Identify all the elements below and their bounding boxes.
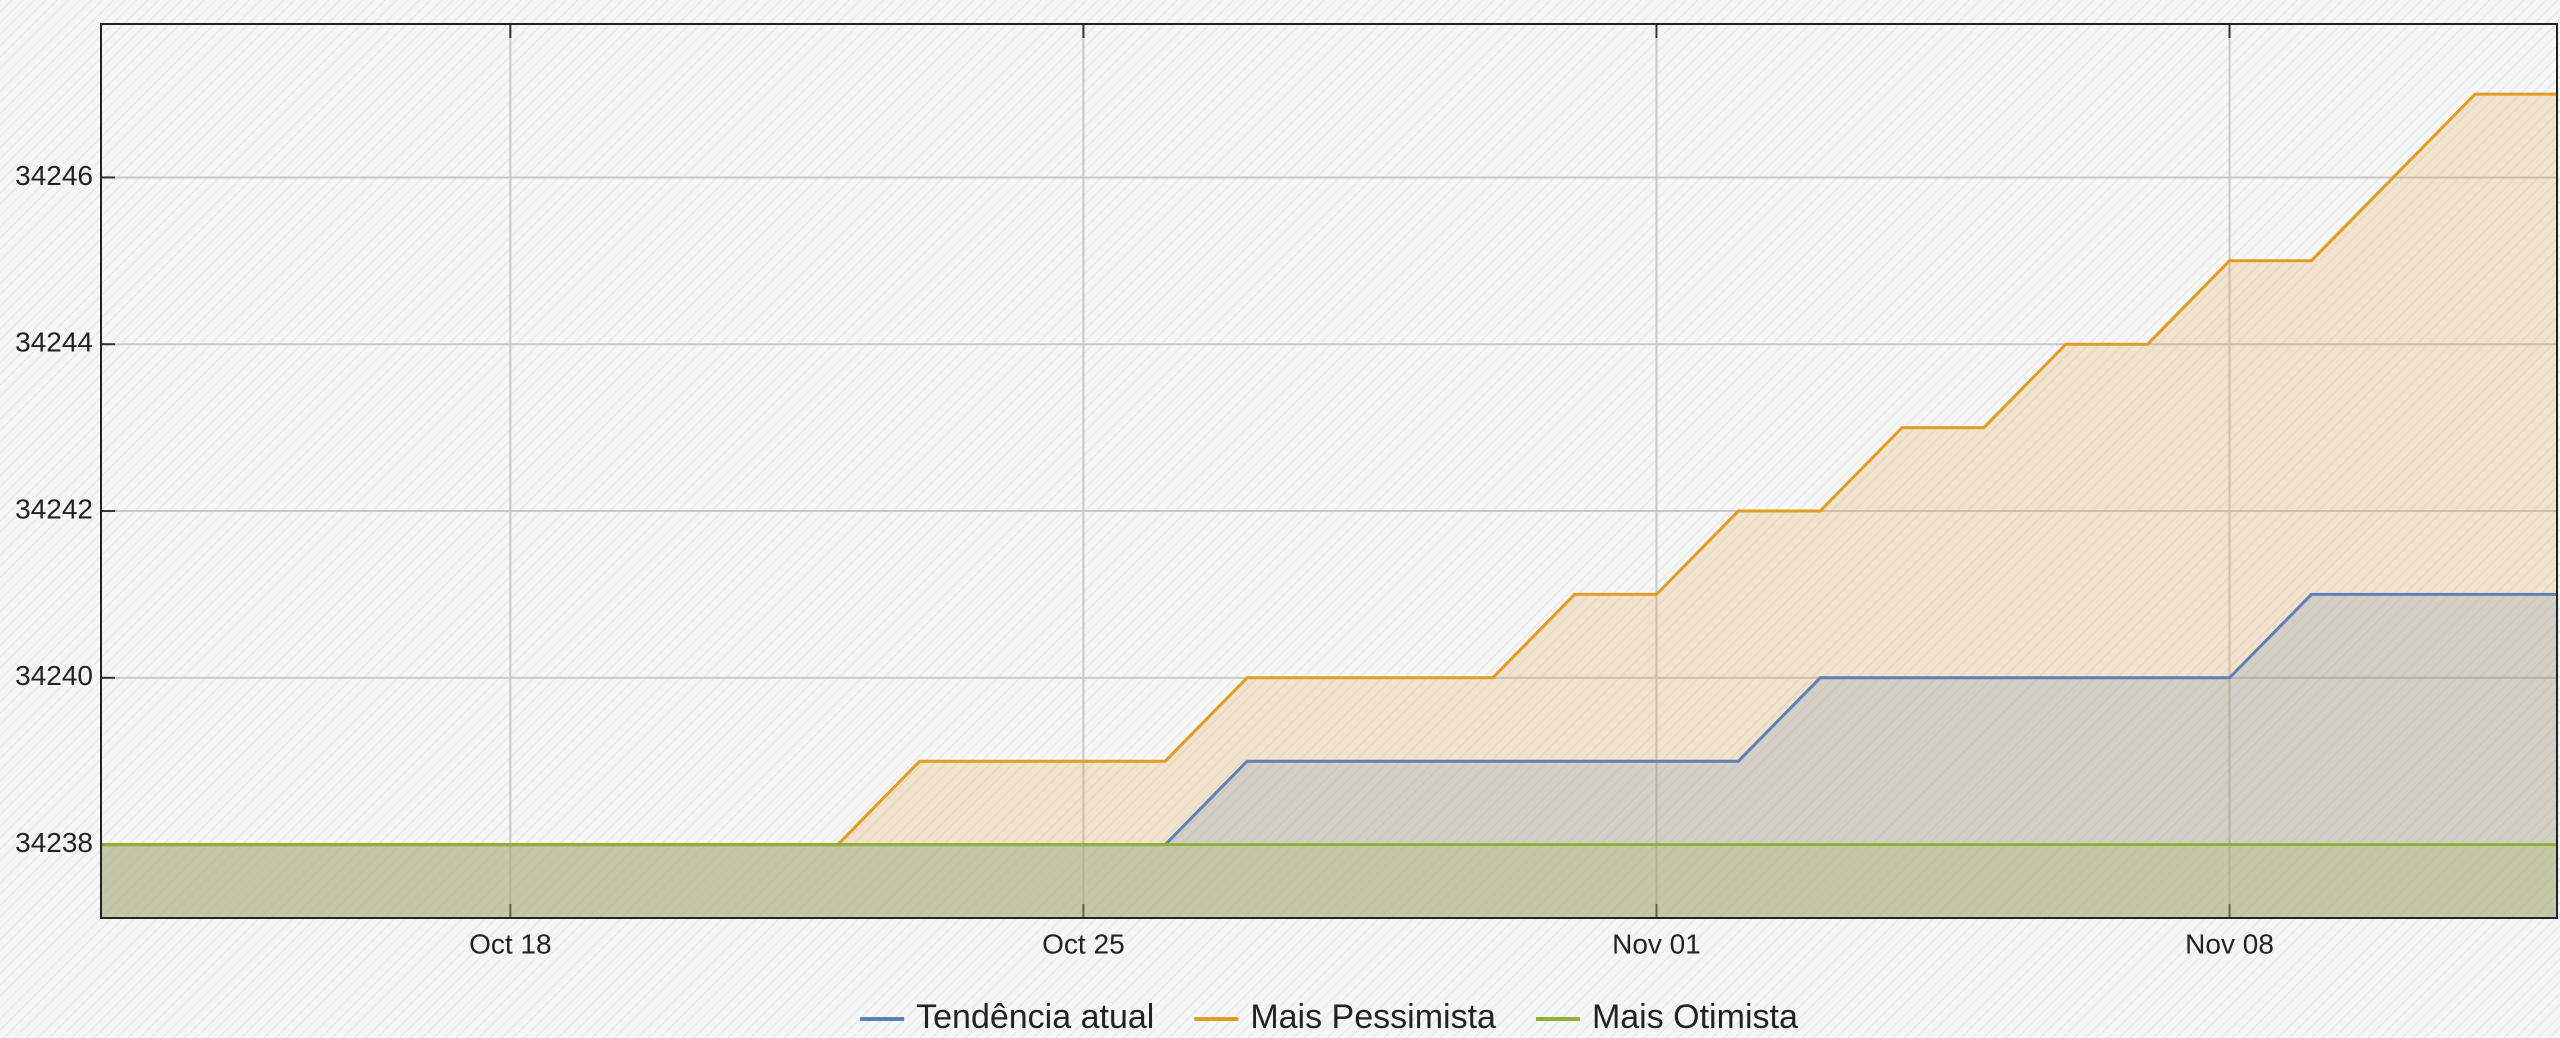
legend: Tendência atual Mais Pessimista Mais Otimi… — [860, 998, 1798, 1036]
legend-label: Tendência atual — [916, 998, 1154, 1036]
legend-label: Mais Pessimista — [1250, 998, 1496, 1036]
y-tick-label: 34242 — [15, 493, 93, 524]
x-tick-label: Oct 18 — [469, 928, 551, 959]
y-tick-label: 34238 — [15, 827, 93, 858]
y-tick-label: 34246 — [15, 160, 93, 191]
plot-frame — [100, 23, 2558, 919]
area-fill — [101, 94, 2557, 919]
x-tick-label: Nov 08 — [2185, 928, 2274, 959]
y-tick-label: 34244 — [15, 327, 93, 358]
area-fill — [101, 844, 2557, 918]
y-tick-label: 34240 — [15, 660, 93, 691]
legend-label: Mais Otimista — [1592, 998, 1798, 1036]
x-tick-label: Oct 25 — [1042, 928, 1124, 959]
x-tick-label: Nov 01 — [1612, 928, 1701, 959]
area-fill — [101, 594, 2557, 918]
